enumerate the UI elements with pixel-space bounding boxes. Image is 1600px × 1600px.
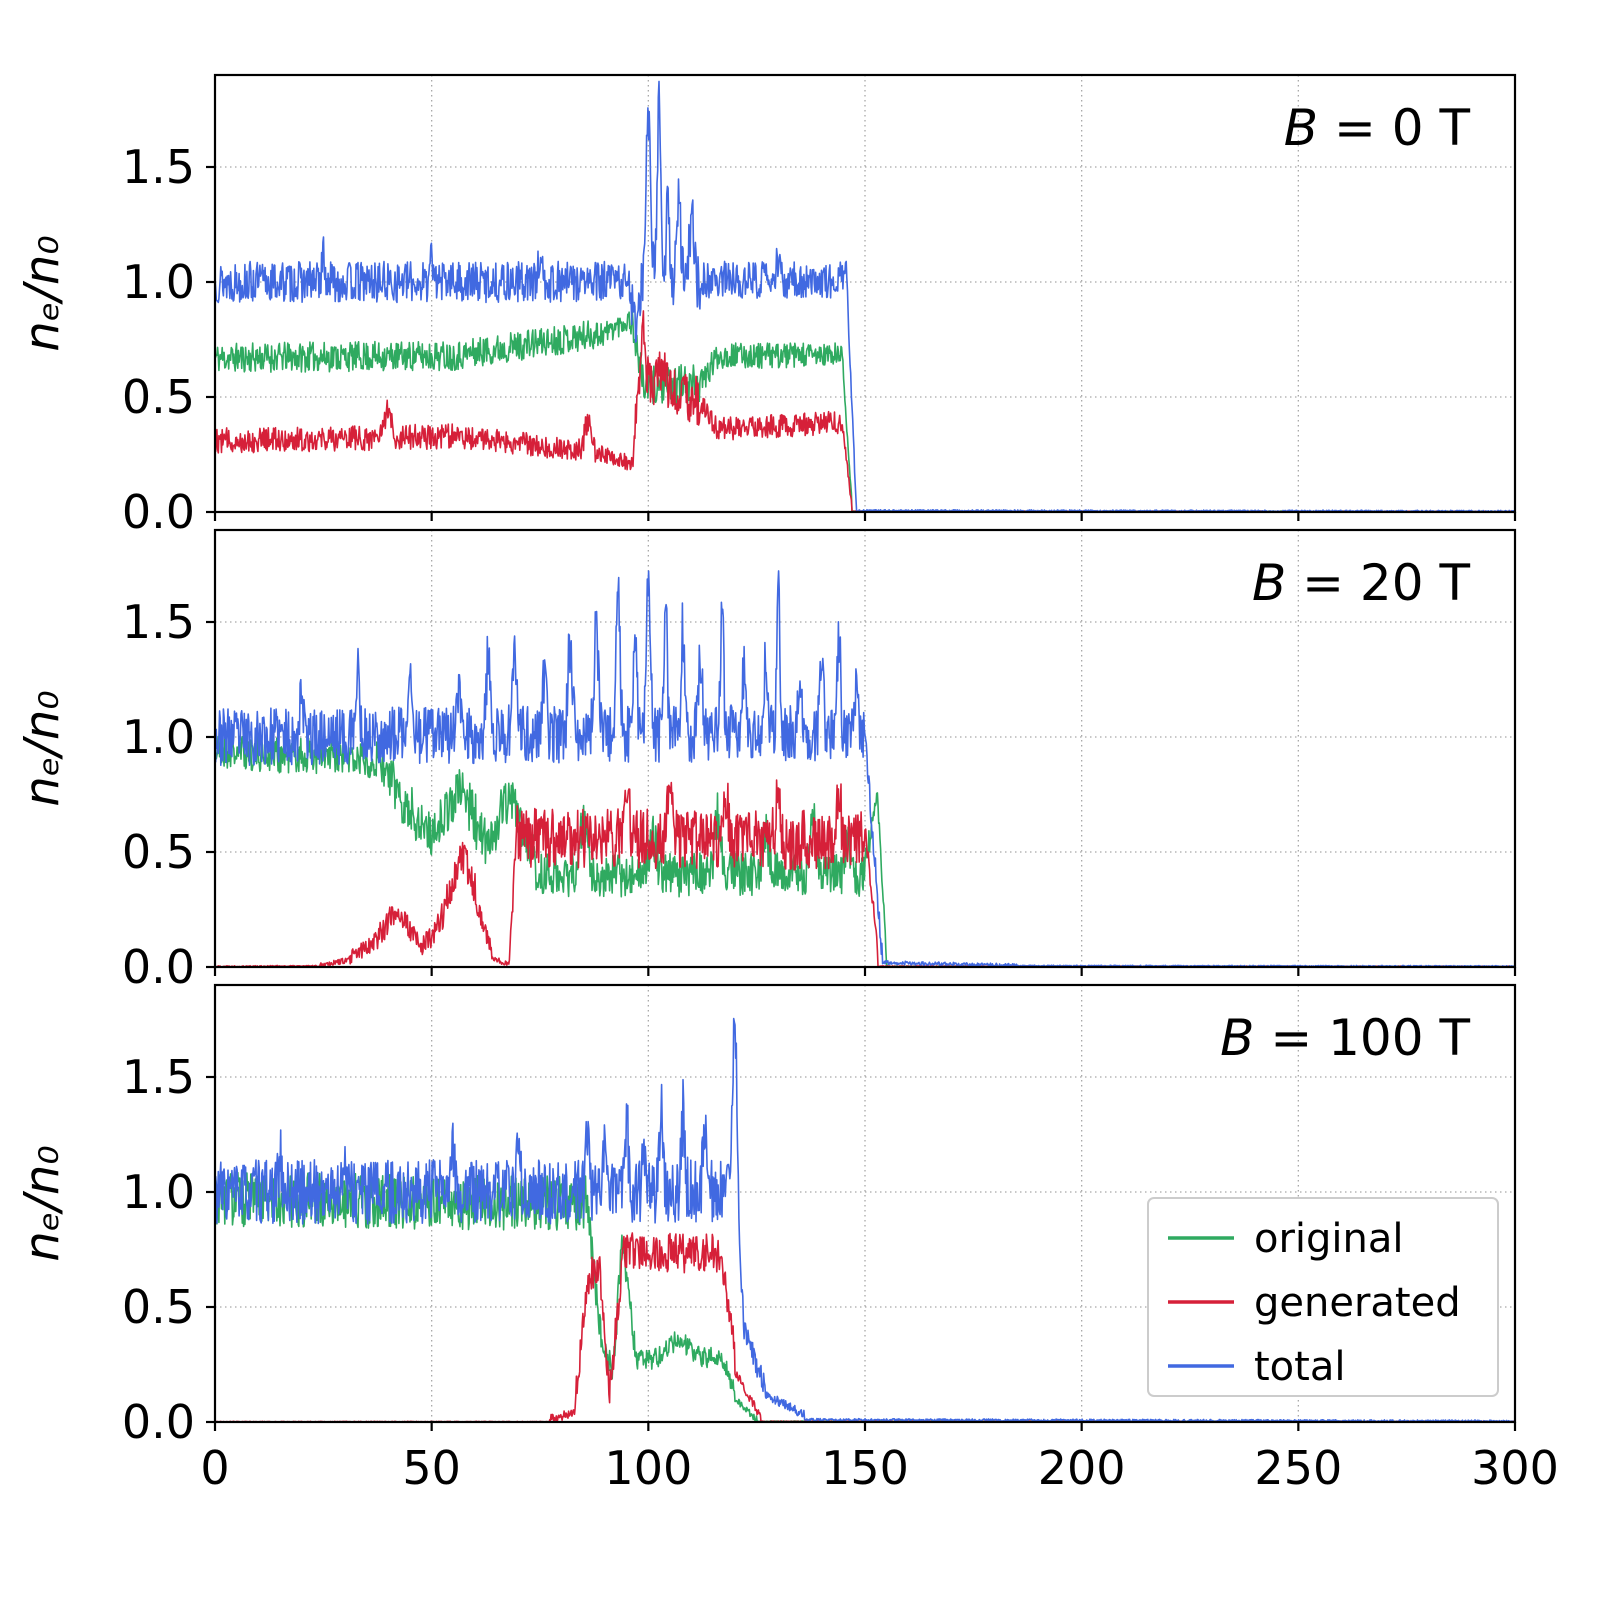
y-tick-label: 0.0 [122,485,195,539]
panel-0: 0.0 0.5 1.0 1.5 nₑ/n₀ B = 0 T [14,73,1517,539]
y-tick-label: 1.0 [122,1165,195,1219]
y-axis-label: nₑ/n₀ [14,1145,70,1261]
legend-label: generated [1254,1280,1461,1326]
x-tick-label: 100 [604,1441,692,1495]
y-tick-label: 1.0 [122,255,195,309]
y-tick-label: 1.0 [122,710,195,764]
panel-1: 0.0 0.5 1.0 1.5 nₑ/n₀ B = 20 T [14,528,1517,994]
panel-2: 0.0 0.5 1.0 1.5 0 50 100 150 200 250 300 nₑ/n₀ B = 1… [14,983,1559,1495]
y-axis-label: nₑ/n₀ [14,235,70,351]
legend-label: original [1254,1216,1404,1262]
x-tick-label: 200 [1038,1441,1126,1495]
y-tick-label: 0.0 [122,1395,195,1449]
y-tick-label: 0.5 [122,370,195,424]
legend-box [1147,1197,1499,1397]
panel-title: B = 0 T [1284,99,1471,157]
series-line-total [215,1017,1515,1422]
y-tick-label: 0.5 [122,825,195,879]
legend: original generated total [1147,1197,1499,1397]
x-tick-label: 250 [1254,1441,1342,1495]
panel-title: B = 100 T [1220,1009,1470,1067]
x-tick-label: 150 [821,1441,909,1495]
series-line-total [215,570,1515,967]
y-tick-label: 1.5 [122,140,195,194]
x-tick-label: 300 [1471,1441,1559,1495]
y-axis-label: nₑ/n₀ [14,690,70,806]
y-tick-label: 1.5 [122,595,195,649]
x-tick-label: 0 [200,1441,229,1495]
x-tick-label: 50 [402,1441,461,1495]
y-tick-label: 1.5 [122,1050,195,1104]
y-tick-label: 0.0 [122,940,195,994]
y-tick-label: 0.5 [122,1280,195,1334]
legend-label: total [1254,1344,1345,1390]
panel-title: B = 20 T [1252,554,1471,612]
